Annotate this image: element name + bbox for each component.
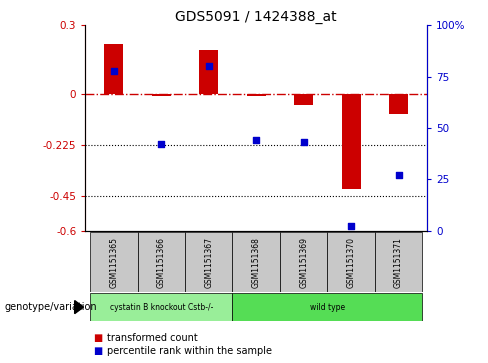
Bar (185, 232, 232, 292)
Text: ■: ■ (93, 346, 102, 356)
Text: genotype/variation: genotype/variation (5, 302, 98, 312)
Bar (104, 44, 123, 94)
Text: GSM1151370: GSM1151370 (346, 237, 356, 288)
Text: percentile rank within the sample: percentile rank within the sample (107, 346, 272, 356)
Title: GDS5091 / 1424388_at: GDS5091 / 1424388_at (175, 11, 337, 24)
Bar (199, 50, 218, 94)
Point (110, 68, 118, 73)
Point (205, 64, 213, 69)
Point (252, 137, 260, 143)
Bar (294, 94, 313, 105)
Bar (152, 94, 171, 96)
Text: wild type: wild type (310, 303, 345, 311)
Text: GSM1151366: GSM1151366 (157, 237, 166, 288)
Bar (138, 232, 185, 292)
Point (300, 139, 307, 145)
Text: GSM1151367: GSM1151367 (204, 237, 213, 288)
Bar (90, 232, 138, 292)
Text: GSM1151368: GSM1151368 (252, 237, 261, 288)
Text: GSM1151369: GSM1151369 (299, 237, 308, 288)
Bar (232, 232, 280, 292)
Text: GSM1151371: GSM1151371 (394, 237, 403, 288)
Bar (247, 94, 265, 96)
Point (158, 142, 165, 147)
Bar (327, 232, 375, 292)
Bar (280, 232, 327, 292)
Text: cystatin B knockout Cstb-/-: cystatin B knockout Cstb-/- (110, 303, 213, 311)
Bar (342, 94, 361, 189)
Bar (375, 232, 422, 292)
Text: transformed count: transformed count (107, 333, 198, 343)
Text: ■: ■ (93, 333, 102, 343)
Polygon shape (75, 301, 83, 314)
Bar (90, 293, 232, 321)
Bar (232, 293, 422, 321)
Point (395, 172, 403, 178)
Point (347, 224, 355, 229)
Bar (389, 94, 408, 114)
Text: GSM1151365: GSM1151365 (109, 237, 119, 288)
